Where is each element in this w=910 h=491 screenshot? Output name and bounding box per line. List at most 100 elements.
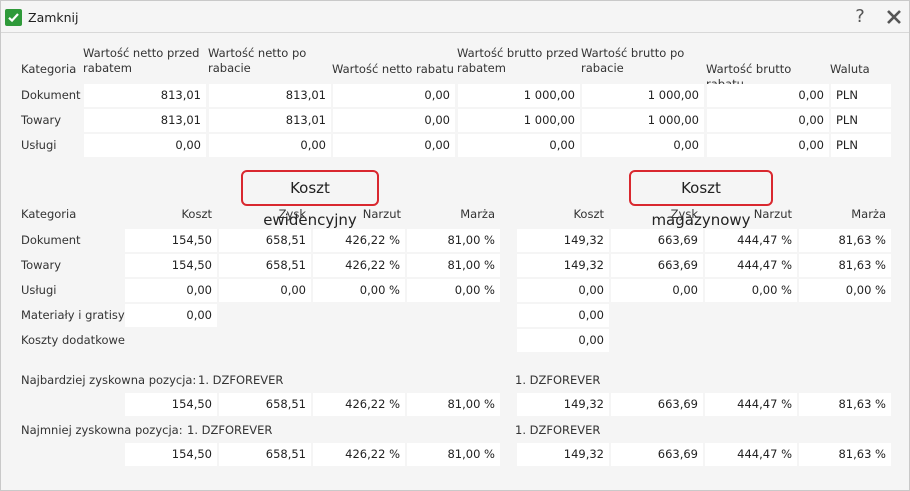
cell-worst-e-koszt: 154,50 — [125, 443, 217, 466]
close-icon[interactable] — [884, 7, 904, 27]
cell-best-m-marza: 81,63 % — [799, 393, 891, 416]
cell-worst-m-koszt: 149,32 — [517, 443, 609, 466]
cell-m-marza: 81,63 % — [799, 254, 891, 277]
cell-worst-m-narzut: 444,47 % — [705, 443, 797, 466]
cell-e-koszt: 154,50 — [125, 254, 217, 277]
col-header-kategoria: Kategoria — [21, 62, 77, 76]
cost-header-narzut-e: Narzut — [362, 207, 401, 221]
best-position-label: Najbardziej zyskowna pozycja: — [21, 373, 197, 387]
cell-netto-przed: 0,00 — [84, 134, 206, 157]
cell-e-marza: 81,00 % — [407, 254, 500, 277]
titlebar: Zamknij ? — [1, 1, 909, 33]
cell-brutto-rabatu: 0,00 — [707, 84, 829, 107]
cell-waluta: PLN — [831, 134, 891, 157]
cell-brutto-po: 0,00 — [582, 134, 704, 157]
cell-m-koszt: 0,00 — [517, 279, 609, 302]
cell-brutto-przed: 0,00 — [458, 134, 580, 157]
close-button[interactable]: Zamknij — [5, 6, 79, 28]
cell-netto-rabatu: 0,00 — [333, 109, 455, 132]
cell-netto-przed: 813,01 — [84, 84, 206, 107]
cell-best-e-zysk: 658,51 — [219, 393, 311, 416]
col-header-waluta: Waluta — [830, 62, 870, 76]
col-header-netto-po: Wartość netto po rabacie — [208, 46, 307, 75]
cost-header-kategoria: Kategoria — [21, 207, 77, 221]
cost-header-narzut-m: Narzut — [753, 207, 792, 221]
cell-m-narzut: 0,00 % — [705, 279, 797, 302]
worst-position-item-e: 1. DZFOREVER — [187, 423, 273, 437]
col-header-brutto-po: Wartość brutto po rabacie — [581, 46, 685, 75]
cell-m-zysk: 0,00 — [611, 279, 703, 302]
cell-m-zysk: 663,69 — [611, 229, 703, 252]
row-label-towary: Towary — [21, 113, 62, 127]
col-header-brutto-przed: Wartość brutto przed rabatem — [457, 46, 579, 75]
cell-m-zysk: 663,69 — [611, 254, 703, 277]
cell-m-marza: 0,00 % — [799, 279, 891, 302]
cost-header-zysk-e: Zysk — [278, 207, 306, 221]
cell-e-narzut: 0,00 % — [313, 279, 405, 302]
cell-e-zysk: 658,51 — [219, 229, 311, 252]
cell-brutto-po: 1 000,00 — [582, 109, 704, 132]
cell-waluta: PLN — [831, 109, 891, 132]
cell-m-koszt-materialy: 0,00 — [517, 304, 609, 327]
cell-brutto-przed: 1 000,00 — [458, 109, 580, 132]
cost-row-label-materialy: Materiały i gratisy — [21, 308, 125, 322]
cost-row-label-towary: Towary — [21, 258, 62, 272]
cell-brutto-przed: 1 000,00 — [458, 84, 580, 107]
cell-netto-przed: 813,01 — [84, 109, 206, 132]
section-title-koszt-magazynowy: Koszt magazynowy — [629, 170, 773, 229]
cell-worst-m-zysk: 663,69 — [611, 443, 703, 466]
cell-waluta: PLN — [831, 84, 891, 107]
cell-worst-m-marza: 81,63 % — [799, 443, 891, 466]
cell-netto-rabatu: 0,00 — [333, 84, 455, 107]
cell-brutto-rabatu: 0,00 — [707, 134, 829, 157]
cell-best-m-zysk: 663,69 — [611, 393, 703, 416]
cell-e-koszt-materialy: 0,00 — [125, 304, 217, 327]
cell-m-koszt-dodatkowe: 0,00 — [517, 329, 609, 352]
col-header-netto-przed: Wartość netto przed rabatem — [83, 46, 200, 75]
cell-worst-e-narzut: 426,22 % — [313, 443, 405, 466]
cell-e-marza: 0,00 % — [407, 279, 500, 302]
best-position-item-e: 1. DZFOREVER — [198, 373, 284, 387]
cell-e-zysk: 0,00 — [219, 279, 311, 302]
worst-position-label: Najmniej zyskowna pozycja: — [21, 423, 183, 437]
cell-m-marza: 81,63 % — [799, 229, 891, 252]
cell-e-marza: 81,00 % — [407, 229, 500, 252]
cost-header-marza-e: Marża — [460, 207, 495, 221]
cost-header-koszt-e: Koszt — [181, 207, 212, 221]
cell-best-e-marza: 81,00 % — [407, 393, 500, 416]
cost-header-koszt-m: Koszt — [573, 207, 604, 221]
cell-worst-e-zysk: 658,51 — [219, 443, 311, 466]
cell-m-koszt: 149,32 — [517, 229, 609, 252]
cell-e-narzut: 426,22 % — [313, 254, 405, 277]
cell-netto-po: 813,01 — [209, 84, 331, 107]
cell-brutto-po: 1 000,00 — [582, 84, 704, 107]
cell-best-m-narzut: 444,47 % — [705, 393, 797, 416]
cell-best-e-koszt: 154,50 — [125, 393, 217, 416]
cell-m-narzut: 444,47 % — [705, 254, 797, 277]
cell-e-narzut: 426,22 % — [313, 229, 405, 252]
cost-row-label-uslugi: Usługi — [21, 283, 57, 297]
cell-netto-rabatu: 0,00 — [333, 134, 455, 157]
close-button-label: Zamknij — [28, 9, 79, 25]
checkmark-icon — [5, 8, 22, 26]
cell-netto-po: 813,01 — [209, 109, 331, 132]
cell-m-koszt: 149,32 — [517, 254, 609, 277]
cell-best-e-narzut: 426,22 % — [313, 393, 405, 416]
cost-header-zysk-m: Zysk — [670, 207, 698, 221]
cell-worst-e-marza: 81,00 % — [407, 443, 500, 466]
cost-row-label-dokument: Dokument — [21, 233, 81, 247]
cell-netto-po: 0,00 — [209, 134, 331, 157]
best-position-item-m: 1. DZFOREVER — [515, 373, 601, 387]
worst-position-item-m: 1. DZFOREVER — [515, 423, 601, 437]
cell-brutto-rabatu: 0,00 — [707, 109, 829, 132]
help-icon[interactable]: ? — [855, 6, 865, 27]
cost-row-label-dodatkowe: Koszty dodatkowe — [21, 333, 125, 347]
section-title-koszt-ewidencyjny: Koszt ewidencyjny — [241, 170, 379, 229]
cell-m-narzut: 444,47 % — [705, 229, 797, 252]
cell-e-koszt: 154,50 — [125, 229, 217, 252]
cell-e-koszt: 0,00 — [125, 279, 217, 302]
cell-best-m-koszt: 149,32 — [517, 393, 609, 416]
cost-header-marza-m: Marża — [851, 207, 886, 221]
row-label-uslugi: Usługi — [21, 138, 57, 152]
